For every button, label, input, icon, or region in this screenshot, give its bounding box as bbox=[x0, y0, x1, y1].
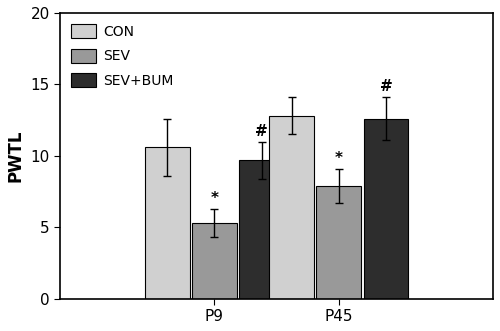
Bar bbox=[192, 223, 237, 299]
Bar bbox=[316, 186, 361, 299]
Bar bbox=[145, 147, 190, 299]
Text: *: * bbox=[335, 151, 343, 166]
Text: *: * bbox=[210, 191, 218, 206]
Legend: CON, SEV, SEV+BUM: CON, SEV, SEV+BUM bbox=[67, 20, 178, 92]
Text: #: # bbox=[380, 79, 392, 94]
Text: #: # bbox=[256, 124, 268, 139]
Y-axis label: PWTL: PWTL bbox=[7, 129, 25, 182]
Bar bbox=[364, 118, 408, 299]
Bar bbox=[240, 160, 284, 299]
Bar bbox=[269, 116, 314, 299]
